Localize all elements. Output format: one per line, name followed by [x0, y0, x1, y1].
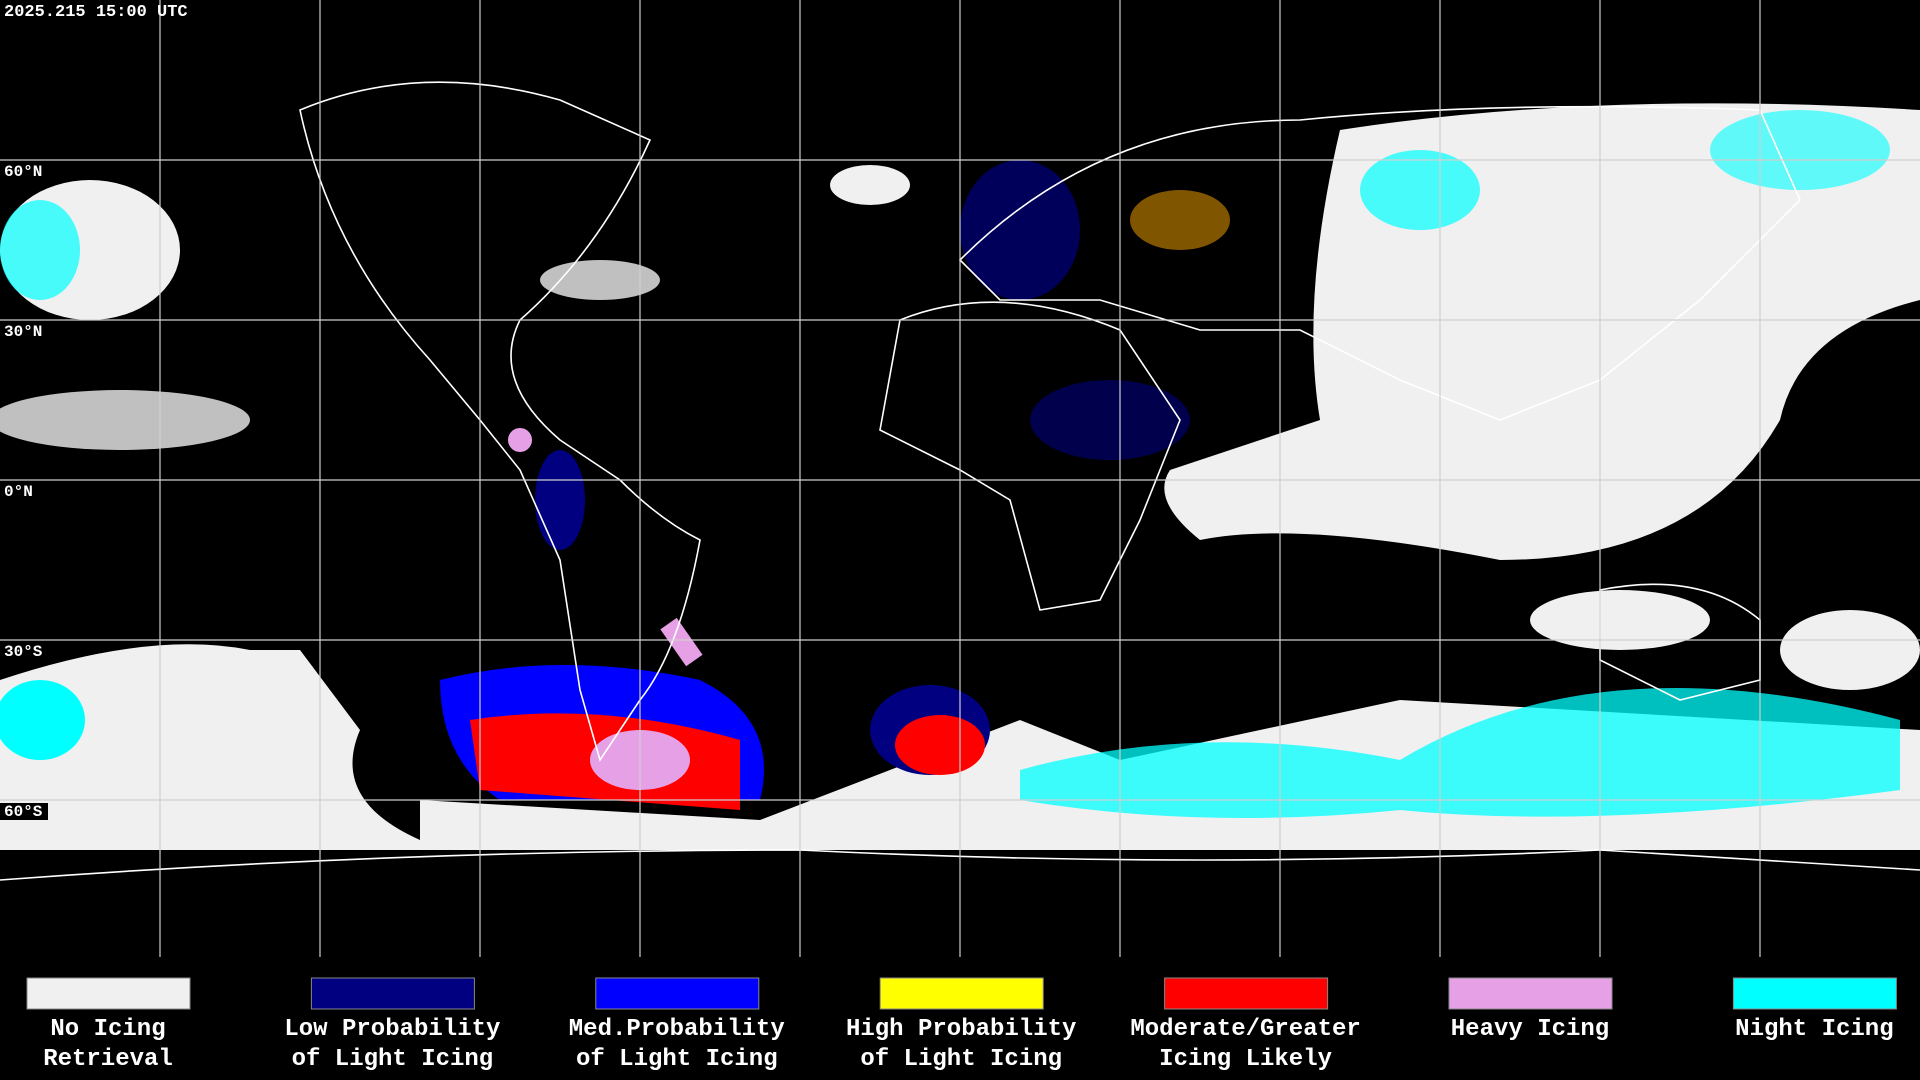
legend-swatch [310, 977, 475, 1010]
legend-swatch [1448, 977, 1613, 1010]
night-patch [0, 200, 80, 300]
legend-label: Med.Probability [569, 1016, 785, 1043]
legend-swatch [595, 977, 760, 1010]
legend-label: of Light Icing [860, 1046, 1062, 1073]
cloud-patch [0, 390, 250, 450]
legend-label: Icing Likely [1159, 1046, 1332, 1073]
legend-label: Low Probability [284, 1016, 500, 1043]
coastline [958, 105, 1801, 421]
latitude-label: 60°S [4, 803, 43, 821]
icing-patch [960, 160, 1080, 300]
timestamp: 2025.215 15:00 UTC [4, 3, 188, 22]
cloud-patch [1780, 610, 1920, 690]
map [0, 81, 1920, 881]
cloud-patch [540, 260, 660, 300]
legend-label: of Light Icing [292, 1046, 494, 1073]
night-patch [0, 680, 85, 760]
icing-patch [895, 715, 985, 775]
legend-label: Moderate/Greater [1130, 1016, 1360, 1043]
legend-label: Night Icing [1735, 1016, 1893, 1043]
label-backing [0, 643, 48, 660]
latitude-label: 0°N [4, 483, 33, 501]
legend-swatch [26, 977, 191, 1010]
legend-label: Heavy Icing [1451, 1016, 1609, 1043]
legend-swatch [1732, 977, 1897, 1010]
legend-label: No Icing [50, 1016, 165, 1043]
icing-patch [660, 617, 703, 667]
legend-label: of Light Icing [576, 1046, 778, 1073]
legend-label: Retrieval [43, 1046, 173, 1073]
legend: No Icing Retrieval Low Probability of Light… [26, 977, 1897, 1073]
cloud-patch [0, 644, 420, 850]
night-patch [1020, 688, 1900, 818]
latitude-label: 60°N [4, 163, 42, 181]
label-backing [0, 323, 48, 340]
night-patch [1360, 150, 1480, 230]
icing-patch [508, 428, 532, 452]
icing-patch [535, 450, 585, 550]
label-backing [0, 483, 48, 500]
cloud-patch [830, 165, 910, 205]
graticule: 60°N 30°N 0°N 30°S 60°S [0, 0, 1920, 957]
legend-swatch [879, 977, 1044, 1010]
coastline [879, 301, 1181, 611]
icing-patch [1130, 190, 1230, 250]
night-patch [1710, 110, 1890, 190]
icing-patch [1030, 380, 1190, 460]
legend-label: High Probability [846, 1016, 1076, 1043]
label-backing [0, 803, 48, 820]
label-backing [0, 163, 48, 180]
latitude-label: 30°N [4, 323, 42, 341]
latitude-label: 30°S [4, 643, 43, 661]
cloud-patch [1164, 103, 1920, 561]
legend-swatch [1164, 977, 1329, 1010]
cloud-patch [1530, 590, 1710, 650]
